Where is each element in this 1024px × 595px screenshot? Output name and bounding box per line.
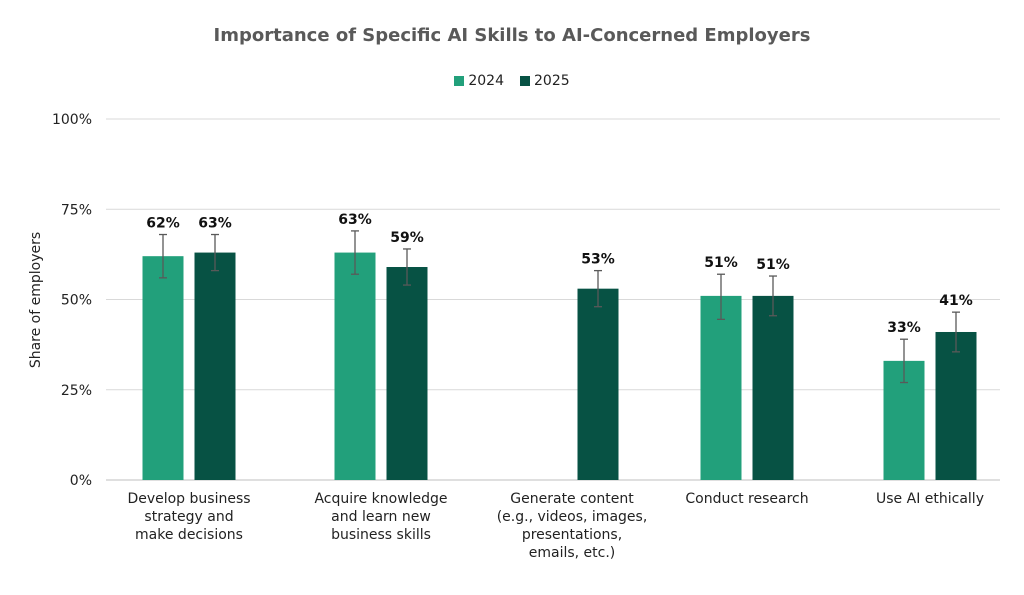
data-label: 41%	[939, 293, 973, 309]
y-tick-label: 100%	[52, 112, 92, 128]
category-label: Develop business strategy and make decisio…	[99, 490, 279, 544]
data-label: 53%	[581, 252, 615, 268]
category-label: Acquire knowledge and learn new business s…	[291, 490, 471, 544]
legend-item-2025: 2025	[520, 73, 570, 89]
bar-2025-1	[386, 267, 428, 480]
category-label-line: emails, etc.)	[528, 545, 616, 561]
chart-title: Importance of Specific AI Skills to AI-C…	[213, 25, 811, 46]
category-label: Conduct research	[657, 490, 837, 508]
category-label-line: Develop business	[127, 491, 251, 507]
data-label: 51%	[756, 257, 790, 273]
data-label: 51%	[704, 255, 738, 271]
category-label-line: Use AI ethically	[876, 491, 984, 507]
category-label-line: presentations,	[521, 527, 623, 543]
data-label: 63%	[198, 216, 232, 232]
category-label-line: and learn new	[331, 509, 431, 525]
legend-label-2025: 2025	[534, 73, 570, 89]
legend-item-2024: 2024	[454, 73, 504, 89]
data-label: 33%	[887, 320, 921, 336]
legend-swatch-2024	[454, 76, 465, 86]
data-label: 62%	[146, 216, 180, 232]
bar-2025-4	[935, 331, 977, 480]
y-tick-label: 75%	[61, 202, 92, 218]
y-tick-label: 25%	[61, 383, 92, 399]
legend-label-2024: 2024	[468, 73, 504, 89]
bar-2025-0	[194, 252, 236, 480]
category-label: Generate content (e.g., videos, images, pr…	[482, 490, 662, 562]
legend: 2024 2025	[0, 73, 1024, 89]
bar-2024-3	[700, 295, 742, 480]
category-label-line: Conduct research	[685, 491, 809, 507]
bar-2024-1	[334, 252, 376, 480]
category-label-line: make decisions	[135, 527, 243, 543]
category-label-line: Acquire knowledge	[314, 491, 448, 507]
category-label-line: strategy and	[144, 509, 234, 525]
bar-2024-0	[142, 256, 184, 480]
category-label-line: (e.g., videos, images,	[496, 509, 648, 525]
data-label: 59%	[390, 230, 424, 246]
bar-2025-2	[577, 288, 619, 480]
legend-swatch-2025	[520, 76, 530, 86]
category-label-line: business skills	[331, 527, 431, 543]
bar-2025-3	[752, 295, 794, 480]
category-label-line: Generate content	[510, 491, 634, 507]
y-tick-label: 0%	[70, 473, 92, 489]
category-label: Use AI ethically	[840, 490, 1020, 508]
data-label: 63%	[338, 212, 372, 228]
y-tick-label: 50%	[61, 293, 92, 309]
